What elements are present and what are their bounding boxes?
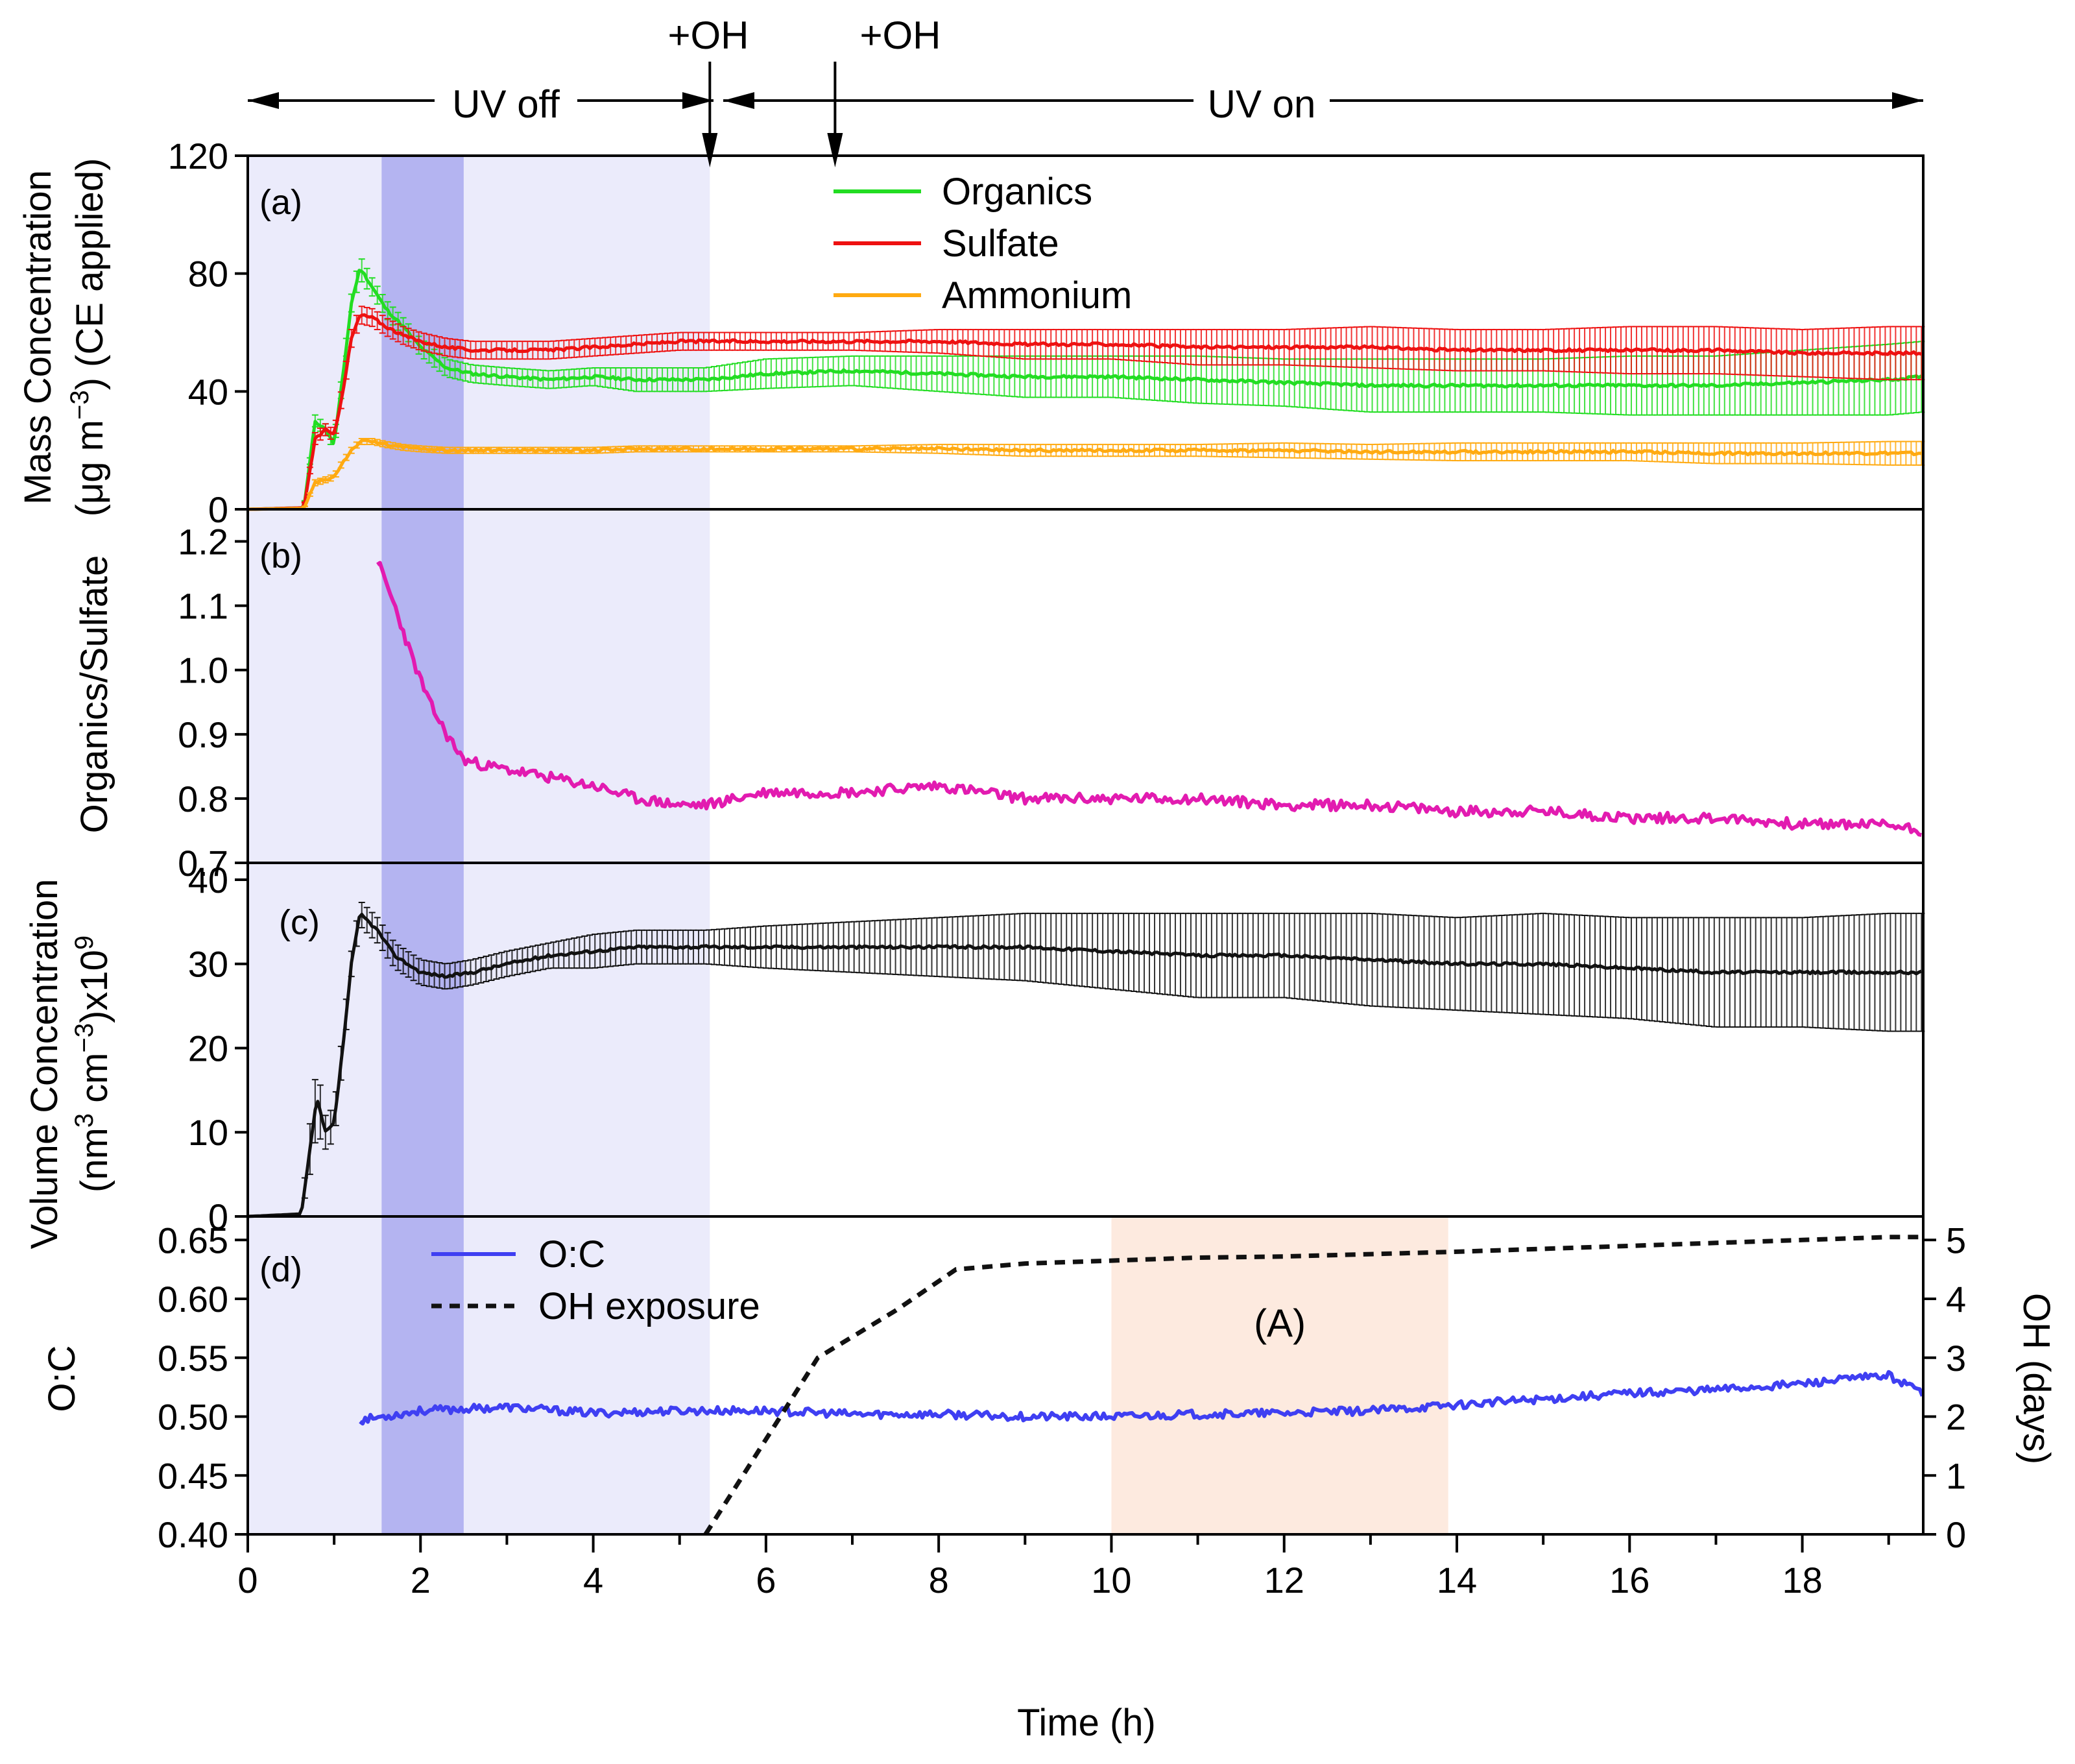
uv-on-arrow-left-head — [723, 92, 754, 109]
panel-c-series — [247, 901, 1925, 1218]
ytick-label-a: 80 — [188, 254, 228, 295]
ytick-label-b: 0.8 — [178, 779, 228, 819]
oh-addition-1-label: +OH — [667, 14, 749, 57]
series-ammonium — [247, 439, 1922, 511]
xtick-label: 8 — [929, 1560, 949, 1601]
uv-off-label-bg — [435, 78, 577, 123]
panel-a-ylabel-line1: Mass Concentration — [17, 170, 59, 505]
y2tick-label-d: 5 — [1946, 1220, 1966, 1261]
legend-panel-d: O:C OH exposure — [431, 1233, 760, 1327]
xtick-label: 16 — [1609, 1560, 1649, 1601]
legend-oc-label: O:C — [538, 1233, 605, 1275]
region-a-shading — [1111, 1216, 1448, 1534]
panel-c-ylabel-line1: Volume Concentration — [23, 879, 66, 1250]
xtick-label: 0 — [237, 1560, 258, 1601]
panel-d-series — [359, 1235, 1925, 1536]
region-a-label: (A) — [1254, 1301, 1306, 1345]
y2tick-label-d: 1 — [1946, 1455, 1966, 1496]
panel-d-ylabel: O:C — [41, 1345, 83, 1412]
ytick-label-d: 0.65 — [158, 1220, 228, 1261]
series-o-c — [359, 1370, 1925, 1426]
y2tick-label-d: 0 — [1946, 1514, 1966, 1555]
top-annotations: UV off UV on +OH +OH — [248, 14, 1923, 167]
legend-ammonium-label: Ammonium — [942, 274, 1132, 317]
ytick-label-b: 1.1 — [178, 586, 228, 627]
ytick-label-c: 0 — [208, 1196, 228, 1237]
panel-frame-d — [246, 1215, 1925, 1536]
panel-b-ylabel: Organics/Sulfate — [73, 555, 115, 834]
xtick-label: 10 — [1091, 1560, 1131, 1601]
panel-d-y2label: OH (days) — [2015, 1293, 2057, 1464]
xtick-label: 18 — [1782, 1560, 1822, 1601]
legend-sulfate-label: Sulfate — [942, 223, 1059, 265]
ytick-label-b: 1.0 — [178, 650, 228, 691]
ytick-label-a: 40 — [188, 371, 228, 412]
ytick-label-b: 1.2 — [178, 522, 228, 562]
series-volume — [247, 912, 1923, 1218]
panel-c-ylabel-line2: (nm3 cm−3)x109 — [70, 936, 115, 1192]
ytick-label-b: 0.9 — [178, 714, 228, 755]
y2tick-label-d: 3 — [1946, 1338, 1966, 1379]
series-organics — [247, 269, 1923, 511]
panel-a-label: (a) — [259, 183, 302, 222]
axis-ticks: 040801200.70.80.91.01.11.20102030400.400… — [158, 136, 1966, 1601]
ytick-label-b: 0.7 — [178, 843, 228, 884]
ytick-label-d: 0.50 — [158, 1397, 228, 1438]
ytick-label-c: 30 — [188, 944, 228, 985]
panel-b-series — [376, 561, 1922, 837]
xtick-label: 14 — [1437, 1560, 1477, 1601]
panel-a-ylabel-line2: (μg m−3) (CE applied) — [66, 158, 111, 517]
panel-a-series — [247, 258, 1925, 511]
y2tick-label-d: 4 — [1946, 1279, 1966, 1320]
uv-off-label: UV off — [452, 82, 560, 126]
series-sulfate — [247, 313, 1923, 511]
background-shading — [248, 156, 1448, 1534]
xtick-label: 12 — [1264, 1560, 1304, 1601]
oh-addition-1-arrow-head — [702, 133, 718, 167]
xtick-label: 4 — [583, 1560, 603, 1601]
panel-frames — [246, 154, 1925, 1536]
panel-d-label: (d) — [259, 1250, 302, 1289]
oh-addition-2-arrow-head — [827, 133, 843, 167]
ytick-label-d: 0.60 — [158, 1279, 228, 1320]
xtick-label: 6 — [756, 1560, 776, 1601]
dark-band-shading — [381, 156, 464, 1534]
ytick-label-c: 40 — [188, 860, 228, 900]
ytick-label-c: 20 — [188, 1028, 228, 1069]
ytick-label-d: 0.55 — [158, 1338, 228, 1379]
uv-on-label: UV on — [1208, 82, 1316, 126]
y2tick-label-d: 2 — [1946, 1397, 1966, 1438]
uv-off-shading — [248, 156, 710, 1534]
legend-panel-a: Organics Sulfate Ammonium — [834, 171, 1132, 317]
uv-off-arrow-right-head — [682, 92, 714, 109]
oh-addition-2-label: +OH — [859, 14, 941, 57]
ytick-label-a: 0 — [208, 489, 228, 530]
uv-on-label-bg — [1193, 78, 1330, 123]
x-axis-title: Time (h) — [1017, 1702, 1156, 1744]
legend-oh-exposure-label: OH exposure — [538, 1285, 760, 1327]
xtick-label: 2 — [411, 1560, 431, 1601]
ytick-label-a: 120 — [168, 136, 228, 176]
series-oh-exposure — [703, 1235, 1923, 1536]
uv-on-arrow-right-head — [1892, 92, 1923, 109]
ytick-label-c: 10 — [188, 1112, 228, 1153]
series-organics-sulfate — [376, 561, 1922, 837]
ytick-label-d: 0.45 — [158, 1455, 228, 1496]
legend-organics-label: Organics — [942, 171, 1092, 213]
ytick-label-d: 0.40 — [158, 1514, 228, 1555]
uv-off-arrow-left-head — [248, 92, 279, 109]
panel-b-label: (b) — [259, 537, 302, 575]
panel-c-label: (c) — [279, 903, 320, 942]
